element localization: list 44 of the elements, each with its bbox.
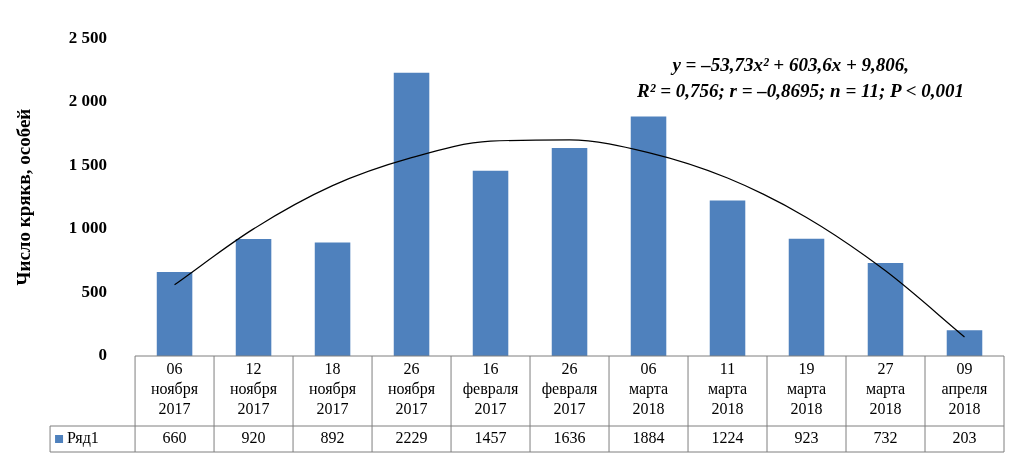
x-tick-label: 19 марта 2018 — [786, 360, 827, 418]
y-tick-label: 1 500 — [68, 154, 108, 174]
x-tick-label: 06 ноября 2017 — [150, 360, 199, 418]
data-label: 203 — [952, 429, 977, 447]
bar — [393, 72, 430, 356]
data-label: 923 — [794, 429, 819, 447]
x-tick-label: 16 февраля 2017 — [462, 360, 519, 418]
bar — [235, 239, 272, 356]
legend-label: Ряд1 — [67, 429, 99, 448]
data-label: 892 — [320, 429, 345, 447]
x-tick-label: 26 февраля 2017 — [541, 360, 598, 418]
bar — [472, 170, 509, 356]
bar — [709, 200, 746, 356]
bar — [630, 116, 667, 356]
x-tick-label: 12 ноября 2017 — [229, 360, 278, 418]
data-label: 660 — [162, 429, 187, 447]
data-label: 732 — [873, 429, 898, 447]
x-tick-label: 06 марта 2018 — [628, 360, 669, 418]
y-axis-title: Число крякв, особей — [13, 108, 35, 286]
x-tick-label: 18 ноября 2017 — [308, 360, 357, 418]
bar — [156, 272, 193, 356]
data-label: 1884 — [632, 429, 665, 447]
data-label: 1224 — [711, 429, 744, 447]
x-tick-label: 09 апреля 2018 — [941, 360, 989, 418]
y-tick-label: 2 500 — [68, 27, 108, 47]
bar — [314, 242, 351, 356]
y-tick-label: 0 — [98, 345, 108, 365]
bar — [946, 330, 983, 356]
bar — [867, 262, 904, 356]
data-label: 1636 — [553, 429, 586, 447]
data-label: 920 — [241, 429, 266, 447]
data-label: 2229 — [395, 429, 428, 447]
annotation: R² = 0,756; r = –0,8695; n = 11; P < 0,001 — [636, 80, 964, 102]
y-tick-label: 2 000 — [68, 91, 108, 111]
y-tick-label: 1 000 — [68, 218, 108, 238]
bar — [788, 238, 825, 356]
data-label: 1457 — [474, 429, 507, 447]
x-tick-label: 11 марта 2018 — [707, 360, 748, 418]
y-tick-label: 500 — [81, 281, 108, 301]
annotation: y = –53,73x² + 603,6x + 9,806, — [670, 54, 909, 76]
bar — [551, 148, 588, 356]
line-series — [173, 139, 966, 338]
x-tick-label: 27 марта 2018 — [865, 360, 906, 418]
x-tick-label: 26 ноября 2017 — [387, 360, 436, 418]
